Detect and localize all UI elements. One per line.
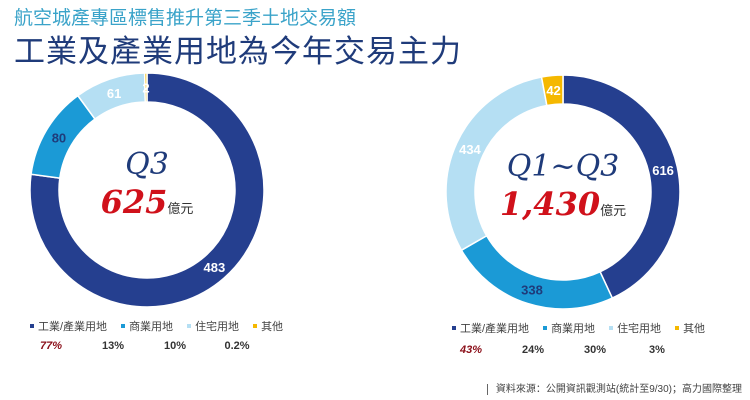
legend-item: 商業用地 xyxy=(121,318,173,334)
percent-value: 0.2% xyxy=(224,340,250,352)
period-label: Q3 xyxy=(125,147,169,182)
legend-label: 工業/產業用地 xyxy=(38,321,108,333)
legend-swatch xyxy=(675,326,680,330)
page-title: 工業及產業用地為今年交易主力 xyxy=(14,34,462,69)
legend-swatch xyxy=(609,326,614,330)
donut-slice-3 xyxy=(143,72,148,103)
unit-label: 億元 xyxy=(167,201,194,216)
percent-row-q1-q3: 43% 24% 30% 3% xyxy=(440,344,688,356)
legend-label: 商業用地 xyxy=(551,323,596,335)
legend-item: 其他 xyxy=(675,320,705,336)
percent-value: 77% xyxy=(39,340,63,352)
period-label: Q1~Q3 xyxy=(506,149,620,184)
slice-label: 616 xyxy=(652,163,674,178)
percent-value: 30% xyxy=(583,344,607,356)
percent-value: 24% xyxy=(521,344,545,356)
donut-slice-0 xyxy=(562,74,681,300)
slice-label: 2 xyxy=(142,81,149,96)
source-text: 資料來源：公開資訊觀測站(統計至9/30)；高力國際整理 xyxy=(495,384,742,395)
donut-chart-q1-q3: 616 338 434 42 xyxy=(445,74,681,310)
source-note: 資料來源：公開資訊觀測站(統計至9/30)；高力國際整理 xyxy=(486,380,742,395)
donut-slice-3 xyxy=(540,74,564,107)
percent-row-q3: 77% 13% 10% 0.2% xyxy=(20,340,268,352)
donut-chart-q3: 483 80 61 2 xyxy=(29,72,265,308)
legend-item: 工業/產業用地 xyxy=(30,318,107,334)
donut-center-q3: Q3 625億元 xyxy=(77,148,217,229)
total-value: 1,430 xyxy=(499,185,601,223)
legend-swatch xyxy=(253,324,258,328)
legend-q1-q3: 工業/產業用地 商業用地 住宅用地 其他 xyxy=(452,320,719,336)
legend-label: 住宅用地 xyxy=(617,323,662,335)
slice-label: 483 xyxy=(204,260,226,275)
total-value: 625 xyxy=(100,183,168,221)
slice-label: 80 xyxy=(52,131,66,146)
legend-label: 商業用地 xyxy=(129,321,174,333)
percent-value: 3% xyxy=(649,344,665,356)
legend-label: 住宅用地 xyxy=(195,321,240,333)
legend-label: 工業/產業用地 xyxy=(460,323,530,335)
unit-label: 億元 xyxy=(600,203,627,218)
percent-value: 13% xyxy=(101,340,125,352)
slice-label: 338 xyxy=(521,283,543,298)
total-amount: 1,430億元 xyxy=(488,184,638,231)
legend-item: 住宅用地 xyxy=(187,318,239,334)
legend-q3: 工業/產業用地 商業用地 住宅用地 其他 xyxy=(30,318,297,334)
legend-swatch xyxy=(187,324,192,328)
percent-value: 10% xyxy=(163,340,187,352)
slice-label: 61 xyxy=(107,86,121,101)
legend-label: 其他 xyxy=(261,321,284,333)
donut-center-q1-q3: Q1~Q3 1,430億元 xyxy=(488,150,638,231)
slice-label: 434 xyxy=(459,142,481,157)
legend-swatch xyxy=(30,324,34,328)
legend-label: 其他 xyxy=(683,323,706,335)
legend-item: 住宅用地 xyxy=(609,320,661,336)
percent-value: 43% xyxy=(459,344,483,356)
legend-item: 工業/產業用地 xyxy=(452,320,529,336)
total-amount: 625億元 xyxy=(77,182,217,229)
divider xyxy=(486,383,488,395)
donut-slice-0 xyxy=(29,72,265,308)
legend-item: 商業用地 xyxy=(543,320,595,336)
donut-slice-1 xyxy=(460,234,614,310)
legend-swatch xyxy=(543,326,548,330)
slice-label: 42 xyxy=(546,83,560,98)
legend-swatch xyxy=(452,326,456,330)
subtitle: 航空城產專區標售推升第三季土地交易額 xyxy=(14,8,357,29)
legend-swatch xyxy=(121,324,126,328)
legend-item: 其他 xyxy=(253,318,283,334)
